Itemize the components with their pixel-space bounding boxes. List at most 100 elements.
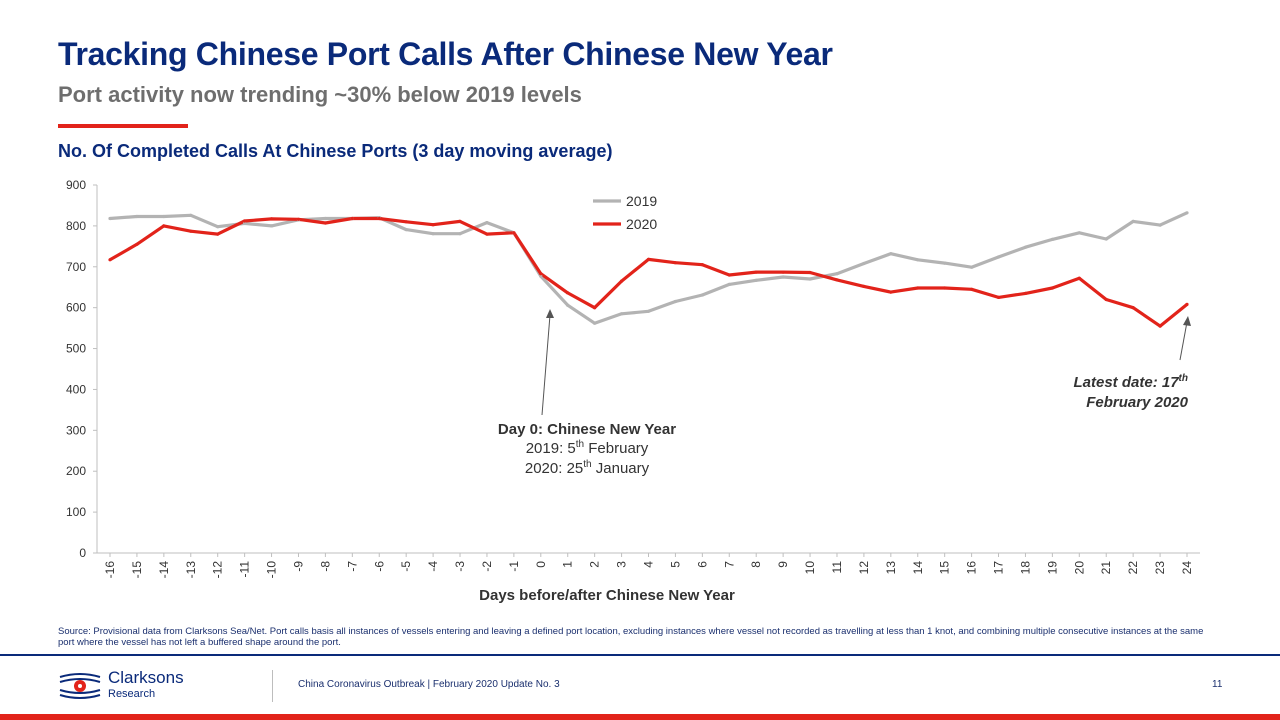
x-tick-label: 3: [615, 561, 629, 568]
y-tick-label: 600: [66, 301, 86, 315]
data-point-2020: [1185, 302, 1189, 306]
data-point-2019: [189, 213, 193, 217]
x-tick-label: 4: [642, 561, 656, 568]
x-tick-label: -14: [157, 561, 171, 579]
x-tick-label: -9: [291, 561, 305, 572]
data-point-2019: [216, 225, 220, 229]
data-point-2020: [350, 216, 354, 221]
data-point-2020: [996, 295, 1001, 299]
page-number: 11: [1212, 679, 1223, 690]
data-point-2019: [1050, 237, 1054, 241]
data-point-2019: [1104, 237, 1108, 241]
data-point-2020: [620, 279, 624, 283]
data-point-2020: [296, 217, 301, 221]
slide-subtitle: Port activity now trending ~30% below 20…: [58, 82, 582, 107]
x-tick-label: 16: [965, 561, 979, 575]
y-tick-label: 300: [66, 423, 86, 437]
data-point-2020: [108, 258, 112, 262]
legend-label-2020: 2020: [626, 216, 657, 232]
data-point-2020: [781, 270, 785, 274]
data-point-2020: [189, 229, 193, 233]
data-point-2019: [943, 261, 947, 265]
data-point-2020: [485, 232, 489, 236]
x-tick-label: -15: [130, 561, 144, 579]
source-note: Source: Provisional data from Clarksons …: [58, 626, 1204, 648]
slide-title: Tracking Chinese Port Calls After Chines…: [58, 36, 833, 72]
data-point-2020: [377, 216, 381, 221]
data-point-2019: [862, 261, 866, 266]
y-tick-label: 900: [66, 178, 86, 192]
data-point-2020: [539, 272, 543, 276]
data-point-2019: [431, 232, 435, 236]
data-point-2019: [808, 277, 812, 281]
x-tick-label: 14: [911, 561, 925, 575]
data-point-2019: [270, 224, 274, 228]
brand-subname: Research: [108, 688, 156, 700]
data-point-2020: [162, 224, 166, 228]
data-point-2020: [1104, 297, 1108, 302]
data-point-2019: [593, 321, 597, 325]
data-point-2019: [781, 275, 785, 279]
y-tick-label: 0: [79, 546, 86, 560]
x-tick-label: 20: [1072, 561, 1086, 575]
data-point-2019: [485, 221, 489, 225]
x-axis-label: Days before/after Chinese New Year: [479, 587, 735, 604]
x-tick-label: -10: [265, 561, 279, 579]
data-point-2020: [566, 291, 570, 295]
data-point-2020: [808, 270, 812, 275]
data-point-2019: [162, 214, 166, 219]
data-point-2020: [243, 219, 247, 223]
data-point-2019: [539, 274, 543, 278]
data-point-2020: [1050, 286, 1054, 290]
data-point-2020: [889, 290, 893, 294]
data-point-2019: [727, 282, 731, 286]
x-tick-label: 18: [1018, 561, 1032, 575]
x-tick-label: 24: [1180, 561, 1194, 575]
x-tick-label: 19: [1045, 561, 1059, 575]
cny-annotation-arrow: [541, 314, 551, 416]
x-tick-label: 2: [588, 561, 602, 568]
x-tick-label: 9: [776, 561, 790, 568]
cny-annotation-heading: Day 0: Chinese New Year: [498, 421, 676, 438]
data-point-2019: [996, 255, 1001, 259]
data-point-2019: [970, 265, 974, 269]
data-point-2019: [1077, 231, 1081, 235]
data-point-2020: [943, 286, 947, 290]
x-tick-label: -1: [507, 561, 521, 572]
x-tick-label: 17: [992, 561, 1006, 575]
data-point-2019: [458, 232, 462, 236]
x-tick-label: -12: [211, 561, 225, 579]
data-point-2019: [1023, 245, 1028, 249]
data-point-2020: [754, 270, 758, 274]
y-tick-label: 500: [66, 342, 86, 356]
x-tick-label: -6: [372, 561, 386, 572]
x-tick-label: -2: [480, 561, 494, 572]
accent-rule: [58, 124, 188, 128]
data-point-2019: [754, 278, 758, 282]
data-point-2020: [458, 219, 462, 223]
data-point-2020: [593, 306, 597, 310]
data-point-2020: [1023, 291, 1028, 295]
x-tick-label: 15: [938, 561, 952, 575]
footer-rule: [0, 654, 1280, 656]
data-point-2020: [862, 284, 866, 288]
clarksons-logo-icon: [58, 671, 102, 701]
data-point-2019: [108, 216, 112, 221]
data-point-2020: [970, 287, 974, 291]
data-point-2019: [135, 214, 139, 219]
x-tick-label: -13: [184, 561, 198, 579]
y-tick-label: 800: [66, 219, 86, 233]
data-point-2019: [323, 216, 327, 221]
data-point-2020: [270, 217, 274, 221]
data-point-2020: [135, 242, 139, 246]
data-point-2019: [620, 312, 624, 316]
latest-annotation-arrow: [1179, 321, 1188, 361]
data-point-2020: [216, 232, 220, 236]
x-tick-label: 13: [884, 561, 898, 575]
data-point-2019: [404, 228, 408, 232]
data-point-2020: [673, 261, 678, 265]
cny-arrowhead: [546, 309, 554, 318]
data-point-2019: [1185, 211, 1189, 215]
y-tick-label: 700: [66, 260, 86, 274]
